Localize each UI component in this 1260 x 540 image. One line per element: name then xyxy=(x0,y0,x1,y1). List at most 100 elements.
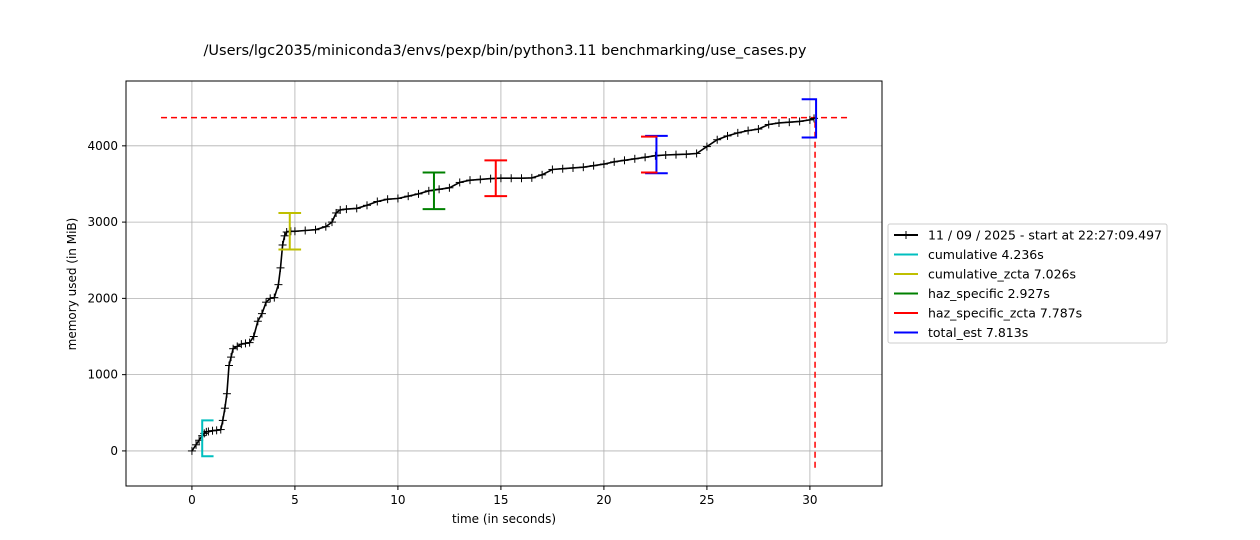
memory-usage-line xyxy=(191,117,815,452)
memory-point xyxy=(290,227,299,236)
memory-point xyxy=(476,175,485,184)
memory-point xyxy=(558,164,567,173)
memory-point xyxy=(424,186,433,195)
memory-point xyxy=(548,165,557,174)
memory-point xyxy=(233,342,242,351)
memory-point xyxy=(373,197,382,206)
memory-point xyxy=(274,280,283,289)
memory-point xyxy=(404,192,413,201)
memory-point xyxy=(336,205,345,214)
memory-point xyxy=(744,126,753,135)
memory-point xyxy=(222,389,231,398)
memory-point xyxy=(327,218,336,227)
memory-point xyxy=(218,416,227,425)
memory-point xyxy=(204,427,213,436)
legend-entry-3: haz_specific 2.927s xyxy=(928,286,1050,301)
memory-point xyxy=(527,173,536,182)
x-tick-label: 20 xyxy=(596,493,611,507)
memory-point xyxy=(589,161,598,170)
memory-point xyxy=(733,128,742,137)
x-tick-label: 15 xyxy=(493,493,508,507)
memory-point xyxy=(435,185,444,194)
memory-point xyxy=(383,195,392,204)
x-tick-label: 0 xyxy=(188,493,196,507)
memory-point xyxy=(507,174,516,183)
memory-point xyxy=(630,154,639,163)
memory-point xyxy=(227,353,236,362)
memory-point xyxy=(672,150,681,159)
y-tick-label: 1000 xyxy=(87,368,118,382)
memory-point xyxy=(224,361,233,370)
memory-point xyxy=(517,174,526,183)
memory-point xyxy=(278,240,287,249)
memory-point xyxy=(641,153,650,162)
memory-point xyxy=(216,425,225,434)
memory-point xyxy=(321,222,330,231)
axis-ticks: 0 5 10 15 20 25 30 0 1000 2000 3000 4000 xyxy=(87,139,817,507)
legend-entry-5: total_est 7.813s xyxy=(928,325,1028,340)
cumulative-bracket xyxy=(201,419,214,458)
memory-point xyxy=(620,156,629,165)
y-axis-label: memory used (in MiB) xyxy=(65,218,79,351)
memory-point xyxy=(599,160,608,169)
memory-point xyxy=(569,163,578,172)
memory-point xyxy=(414,189,423,198)
memory-point xyxy=(253,317,262,326)
memory-point xyxy=(363,201,372,210)
memory-point xyxy=(486,174,495,183)
legend-entry-4: haz_specific_zcta 7.787s xyxy=(928,306,1082,321)
legend-entry-2: cumulative_zcta 7.026s xyxy=(928,267,1076,282)
memory-point xyxy=(229,344,238,353)
memory-point xyxy=(257,309,266,318)
memory-point xyxy=(785,118,794,127)
memory-point xyxy=(192,440,201,449)
memory-point xyxy=(713,135,722,144)
memory-point xyxy=(262,298,271,307)
memory-point xyxy=(538,170,547,179)
memory-point xyxy=(311,225,320,234)
memory-point xyxy=(466,176,475,185)
legend: 11 / 09 / 2025 - start at 22:27:09.497 cu… xyxy=(887,223,1168,344)
memory-point xyxy=(702,142,711,151)
memory-point xyxy=(496,174,505,183)
memory-point xyxy=(682,150,691,159)
memory-point xyxy=(764,120,773,129)
x-tick-label: 10 xyxy=(390,493,405,507)
memory-point xyxy=(661,150,670,159)
memory-point xyxy=(651,151,660,160)
memory-point xyxy=(579,163,588,172)
memory-point xyxy=(723,131,732,140)
memory-point xyxy=(342,205,351,214)
memory-point xyxy=(775,118,784,127)
memory-point xyxy=(692,149,701,158)
x-tick-label: 5 xyxy=(291,493,299,507)
legend-entry-1: cumulative 4.236s xyxy=(928,247,1044,262)
memory-point xyxy=(249,332,258,341)
memory-point xyxy=(212,426,221,435)
y-tick-label: 4000 xyxy=(87,139,118,153)
y-tick-label: 2000 xyxy=(87,291,118,305)
x-tick-label: 30 xyxy=(802,493,817,507)
memory-point xyxy=(245,338,254,347)
legend-entry-0: 11 / 09 / 2025 - start at 22:27:09.497 xyxy=(928,228,1162,243)
memory-point xyxy=(237,340,246,349)
memory-point xyxy=(187,446,196,455)
x-axis-label: time (in seconds) xyxy=(452,512,556,526)
memory-point xyxy=(393,194,402,203)
total-est-end-bracket xyxy=(801,98,818,139)
memory-point xyxy=(301,226,310,235)
memory-point xyxy=(795,117,804,126)
memory-point xyxy=(610,157,619,166)
memory-point xyxy=(352,204,361,213)
x-tick-label: 25 xyxy=(699,493,714,507)
chart-title: /Users/lgc2035/miniconda3/envs/pexp/bin/… xyxy=(204,43,807,59)
legend-frame xyxy=(887,223,1168,344)
memory-point xyxy=(805,115,814,124)
memory-point xyxy=(455,178,464,187)
memory-point xyxy=(276,263,285,272)
memory-point xyxy=(280,231,289,240)
memory-point xyxy=(445,183,454,192)
y-tick-label: 0 xyxy=(110,444,118,458)
memory-point xyxy=(266,294,275,303)
